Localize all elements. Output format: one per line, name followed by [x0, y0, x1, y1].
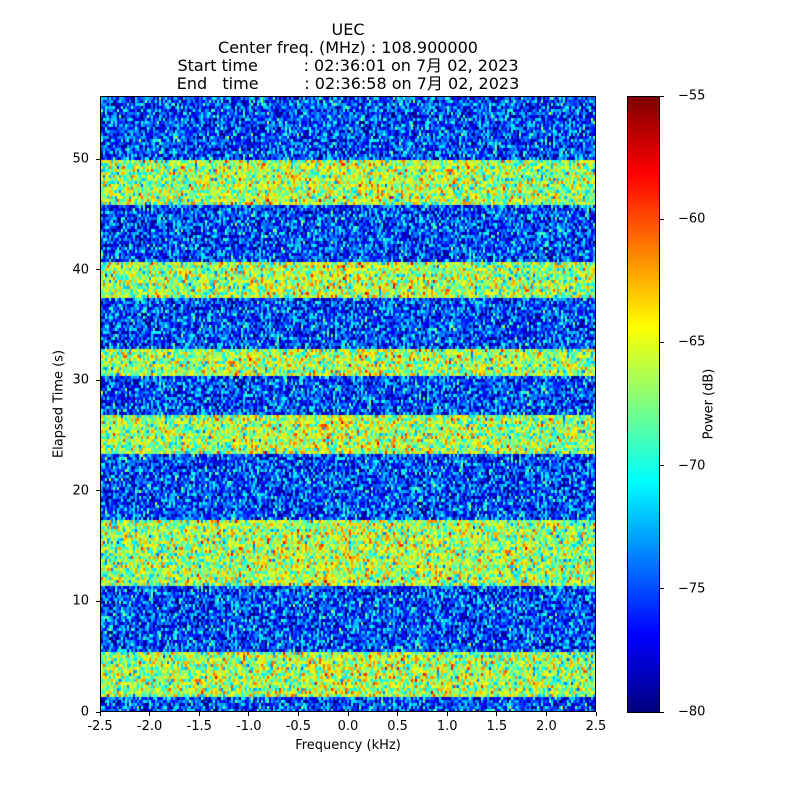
colorbar-tick-label: −80	[678, 704, 706, 720]
y-tick-label: 0	[80, 704, 89, 720]
y-tick	[96, 711, 100, 713]
colorbar-tick	[660, 465, 664, 467]
colorbar	[628, 96, 660, 712]
y-tick	[96, 158, 100, 160]
colorbar-tick	[660, 711, 664, 713]
y-tick	[96, 600, 100, 602]
colorbar-tick	[660, 95, 664, 97]
x-tick-label: -1.5	[186, 719, 212, 734]
colorbar-tick-label: −55	[678, 88, 706, 104]
y-tick-label: 40	[72, 262, 89, 278]
start-time-line: Start time : 02:36:01 on 7月 02, 2023	[177, 56, 519, 75]
x-tick	[496, 712, 498, 716]
colorbar-tick-label: −60	[678, 211, 706, 227]
y-tick	[96, 379, 100, 381]
colorbar-tick	[660, 341, 664, 343]
colorbar-frame	[627, 96, 660, 713]
x-tick-label: 2.5	[585, 719, 607, 734]
x-tick-label: -1.0	[236, 719, 262, 734]
colorbar-tick	[660, 588, 664, 590]
x-tick-label: -0.5	[285, 719, 312, 734]
x-tick	[545, 712, 547, 716]
x-tick	[149, 712, 151, 716]
colorbar-label: Power (dB)	[701, 368, 717, 440]
colorbar-tick-label: −75	[678, 581, 706, 597]
y-tick-label: 20	[72, 483, 89, 499]
x-tick	[248, 712, 250, 716]
colorbar-tick	[660, 218, 664, 220]
x-tick-label: 2.0	[536, 719, 557, 734]
x-tick	[198, 712, 200, 716]
chart-title: UEC	[331, 20, 365, 39]
y-tick	[96, 490, 100, 492]
x-tick	[297, 712, 299, 716]
x-tick-label: 0.0	[337, 719, 359, 734]
y-axis-label: Elapsed Time (s)	[51, 349, 67, 459]
x-tick	[595, 712, 597, 716]
x-tick	[446, 712, 448, 716]
colorbar-tick-label: −70	[678, 458, 706, 474]
x-tick-label: 1.0	[436, 719, 458, 734]
x-tick	[347, 712, 349, 716]
y-tick	[96, 269, 100, 271]
x-tick-label: 1.5	[486, 719, 508, 734]
x-tick-label: -2.0	[136, 719, 163, 734]
x-tick	[397, 712, 399, 716]
y-tick-label: 30	[72, 372, 89, 388]
y-tick-label: 10	[72, 593, 89, 609]
x-tick	[99, 712, 101, 716]
x-axis-label: Frequency (kHz)	[295, 738, 401, 753]
x-tick-label: 0.5	[387, 719, 408, 734]
end-time-line: End time : 02:36:58 on 7月 02, 2023	[176, 74, 520, 93]
y-tick-label: 50	[72, 151, 89, 167]
colorbar-tick-label: −65	[678, 334, 706, 350]
x-tick-label: -2.5	[87, 719, 113, 734]
spectrogram-heatmap	[101, 97, 595, 711]
center-frequency-line: Center freq. (MHz) : 108.900000	[218, 38, 478, 57]
plot-frame	[100, 96, 596, 712]
